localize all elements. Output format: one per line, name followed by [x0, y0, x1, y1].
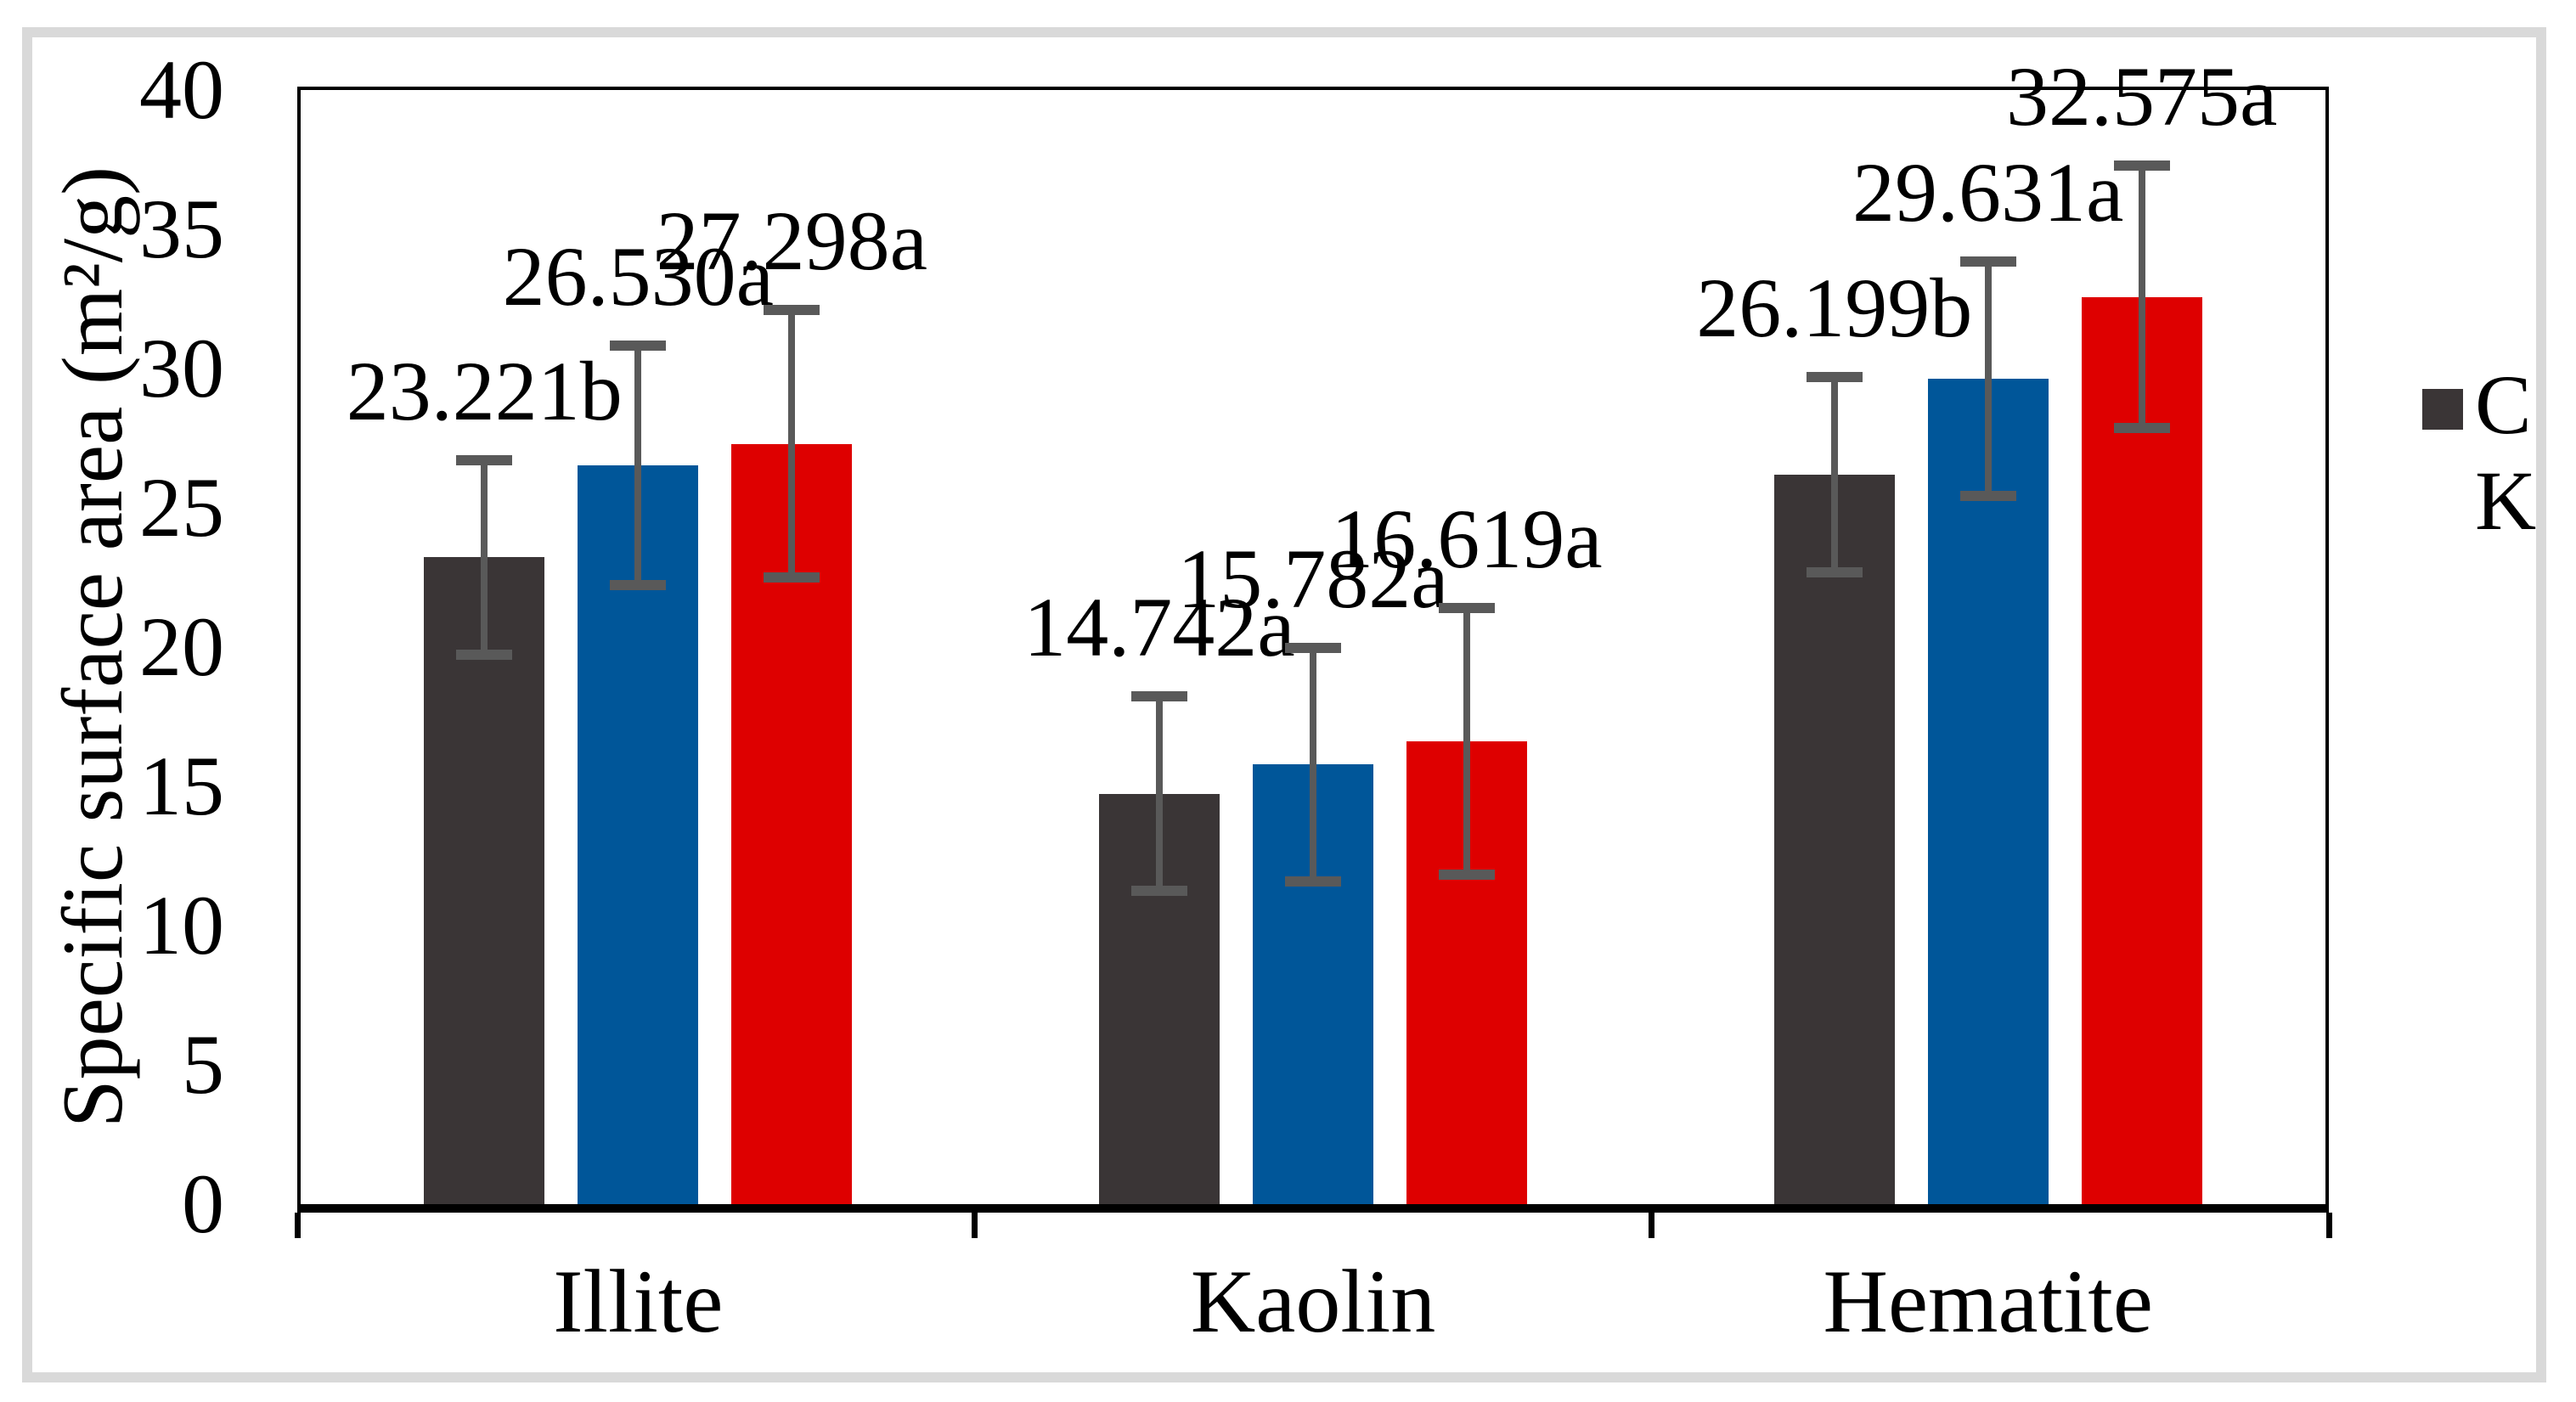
legend-marker-swatch	[2422, 389, 2463, 430]
bar-hematite-s1	[1773, 474, 1895, 1204]
y-tick-label-35: 35	[139, 182, 224, 276]
data-label: 29.631a	[1852, 145, 2124, 240]
error-bar-cap-bottom	[1285, 876, 1341, 887]
data-label: 27.298a	[656, 194, 927, 289]
category-label-illite: Illite	[553, 1252, 724, 1351]
error-bar-line	[481, 459, 488, 656]
error-bar-line	[2138, 166, 2145, 428]
error-bar-cap-bottom	[1959, 490, 2016, 501]
error-bar-line	[1156, 695, 1163, 892]
error-bar-cap-bottom	[610, 579, 667, 590]
error-bar-line	[634, 345, 642, 585]
error-bar-cap-top	[1806, 371, 1863, 382]
y-tick-label-10: 10	[139, 878, 224, 972]
data-label: 23.221b	[346, 343, 623, 438]
bar-hematite-s3	[2081, 296, 2202, 1204]
error-bar-cap-bottom	[456, 650, 513, 661]
data-label: 26.530a	[502, 228, 774, 324]
y-tick-label-5: 5	[182, 1017, 224, 1112]
category-label-kaolin: Kaolin	[1190, 1252, 1436, 1351]
y-tick-label-30: 30	[139, 321, 224, 415]
y-tick-label-15: 15	[139, 739, 224, 833]
data-label: 32.575a	[2005, 49, 2278, 144]
x-axis-tick	[1649, 1213, 1655, 1238]
data-label: 16.619a	[1331, 491, 1603, 586]
legend-label: C K	[2475, 358, 2537, 548]
bar-illite-s1	[424, 557, 545, 1204]
y-tick-label-40: 40	[139, 42, 224, 137]
error-bar-cap-bottom	[2113, 422, 2170, 433]
error-bar-cap-top	[2113, 160, 2170, 172]
error-bar-cap-top	[610, 340, 667, 351]
y-tick-label-20: 20	[139, 600, 224, 694]
x-axis-tick	[294, 1213, 301, 1238]
data-label: 26.199b	[1696, 260, 1973, 355]
error-bar-cap-bottom	[1131, 886, 1187, 897]
error-bar-line	[1310, 647, 1316, 882]
error-bar-cap-top	[764, 305, 820, 316]
error-bar-line	[1830, 376, 1838, 572]
error-bar-cap-bottom	[764, 572, 820, 583]
error-bar-cap-top	[1439, 602, 1495, 613]
error-bar-line	[1463, 607, 1470, 876]
error-bar-line	[1984, 262, 1992, 496]
x-axis-tick	[971, 1213, 978, 1238]
error-bar-line	[788, 310, 796, 578]
x-axis-tick	[2325, 1213, 2332, 1238]
error-bar-cap-top	[1131, 690, 1187, 701]
y-tick-label-0: 0	[182, 1157, 224, 1251]
bar-hematite-s2	[1927, 379, 2049, 1204]
data-label: 15.782a	[1177, 531, 1449, 626]
y-tick-label-25: 25	[139, 460, 224, 555]
error-bar-cap-bottom	[1806, 566, 1863, 577]
error-bar-cap-top	[1285, 642, 1341, 653]
error-bar-cap-top	[456, 454, 513, 465]
plot-area	[297, 87, 2329, 1213]
error-bar-cap-bottom	[1439, 870, 1495, 881]
data-label: 14.742a	[1023, 579, 1295, 674]
category-label-hematite: Hematite	[1823, 1252, 2153, 1351]
error-bar-cap-top	[1959, 256, 2016, 267]
